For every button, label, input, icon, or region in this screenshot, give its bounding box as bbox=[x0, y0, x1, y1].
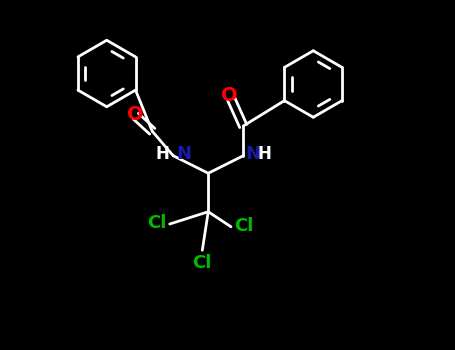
Text: O: O bbox=[221, 86, 238, 105]
Text: H: H bbox=[257, 145, 271, 163]
Text: Cl: Cl bbox=[234, 217, 254, 235]
Text: N: N bbox=[176, 145, 191, 163]
Text: N: N bbox=[245, 145, 260, 163]
Text: Cl: Cl bbox=[192, 254, 212, 272]
Text: H: H bbox=[155, 145, 169, 163]
Text: O: O bbox=[127, 105, 144, 124]
Text: Cl: Cl bbox=[147, 214, 166, 232]
